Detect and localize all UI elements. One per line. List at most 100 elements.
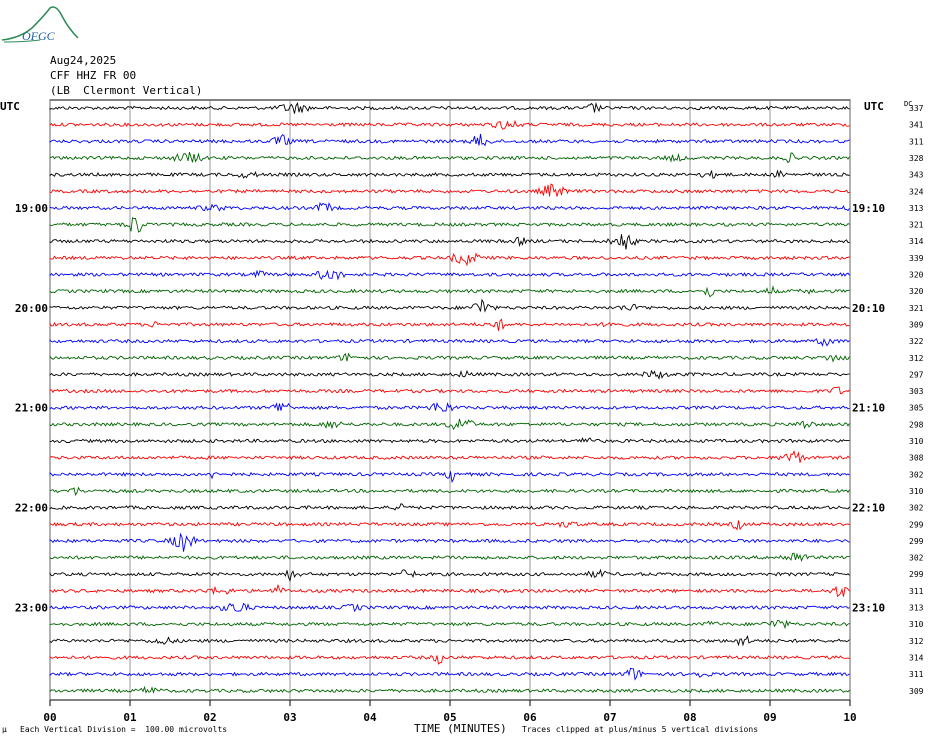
- seismic-trace: [49, 252, 850, 267]
- dc-offset-label: 297: [909, 370, 924, 379]
- seismic-trace: [49, 285, 850, 298]
- seismic-trace: [49, 449, 850, 463]
- dc-offset-label: 310: [909, 620, 924, 629]
- seismic-trace: [49, 234, 850, 250]
- seismic-trace: [49, 418, 850, 431]
- seismic-trace: [49, 352, 850, 363]
- dc-offset-label: 303: [909, 387, 924, 396]
- ofgc-logo: OFGC: [1, 6, 79, 43]
- dc-offset-label: 320: [909, 271, 924, 280]
- seismic-trace: [49, 532, 850, 552]
- seismic-trace: [49, 269, 850, 281]
- station-label: CFF HHZ FR 00: [50, 69, 137, 82]
- x-tick-label: 02: [203, 711, 216, 724]
- corner-mark: μ: [2, 725, 7, 734]
- dc-offset-label: 308: [909, 454, 924, 463]
- dc-offset-label: 302: [909, 504, 924, 513]
- x-tick-label: 10: [843, 711, 856, 724]
- left-time-label: 21:00: [15, 402, 48, 415]
- x-tick-label: 09: [763, 711, 776, 724]
- seismic-trace: [49, 685, 850, 694]
- logo-text: OFGC: [22, 29, 56, 43]
- seismic-trace: [49, 552, 850, 562]
- x-axis-title: TIME (MINUTES): [414, 722, 507, 735]
- dc-offset-label: 309: [909, 320, 924, 329]
- dc-offset-label: 312: [909, 354, 924, 363]
- dc-offset-label: 314: [909, 653, 924, 662]
- dc-offset-label: 337: [909, 104, 924, 113]
- seismic-trace: [49, 338, 850, 347]
- right-utc-label: UTC: [864, 100, 884, 113]
- seismic-trace: [49, 119, 850, 130]
- dc-offset-label: 299: [909, 570, 924, 579]
- dc-offset-label: 320: [909, 287, 924, 296]
- left-time-label: 20:00: [15, 302, 48, 315]
- dc-offset-label: 298: [909, 420, 924, 429]
- dc-header-label: DC: [904, 100, 912, 108]
- dc-offset-label: 339: [909, 254, 924, 263]
- dc-offset-label: 310: [909, 487, 924, 496]
- x-tick-label: 00: [43, 711, 56, 724]
- seismic-trace: [49, 401, 850, 412]
- seismic-trace: [49, 667, 850, 681]
- seismic-trace: [49, 151, 850, 164]
- dc-offset-label: 309: [909, 687, 924, 696]
- left-utc-label: UTC: [0, 100, 20, 113]
- seismic-trace: [49, 619, 850, 630]
- grid: [49, 99, 851, 706]
- seismic-trace: [49, 437, 850, 444]
- dc-offset-label: 321: [909, 304, 924, 313]
- dc-offset-label: 313: [909, 604, 924, 613]
- seismic-trace: [49, 169, 850, 179]
- x-tick-label: 05: [443, 711, 456, 724]
- left-time-label: 23:00: [15, 602, 48, 615]
- x-tick-label: 07: [603, 711, 616, 724]
- seismic-trace: [49, 503, 850, 511]
- dc-offset-label: 322: [909, 337, 924, 346]
- labels: 00 01 02 03 04 05 06 07 08 09 10 337 341 311 328 343 324…: [0, 100, 924, 724]
- right-time-label: 21:10: [852, 402, 885, 415]
- right-time-label: 20:10: [852, 302, 885, 315]
- seismic-trace: [49, 217, 850, 233]
- dc-offset-label: 343: [909, 171, 924, 180]
- right-time-label: 22:10: [852, 502, 885, 515]
- seismic-trace: [49, 568, 850, 583]
- dc-offset-label: 305: [909, 404, 924, 413]
- seismic-trace: [49, 318, 850, 331]
- dc-offset-label: 310: [909, 437, 924, 446]
- dc-offset-label: 328: [909, 154, 924, 163]
- left-time-label: 19:00: [15, 202, 48, 215]
- dc-offset-label: 341: [909, 121, 924, 130]
- dc-offset-label: 302: [909, 470, 924, 479]
- clip-note: Traces clipped at plus/minus 5 vertical …: [522, 725, 759, 734]
- seismic-trace: [49, 634, 850, 647]
- seismic-trace: [49, 183, 850, 197]
- dc-offset-label: 313: [909, 204, 924, 213]
- seismic-trace: [49, 471, 850, 484]
- dc-offset-label: 302: [909, 554, 924, 563]
- left-time-label: 22:00: [15, 502, 48, 515]
- date-label: Aug24,2025: [50, 54, 117, 67]
- right-time-label: 23:10: [852, 602, 885, 615]
- x-tick-label: 01: [123, 711, 137, 724]
- seismic-trace: [49, 520, 850, 531]
- traces: [49, 101, 850, 694]
- seismic-trace: [49, 298, 850, 313]
- seismic-trace: [49, 654, 850, 665]
- dc-offset-label: 299: [909, 520, 924, 529]
- x-tick-label: 03: [283, 711, 296, 724]
- dc-offset-label: 321: [909, 221, 924, 230]
- seismic-trace: [49, 386, 850, 395]
- seismic-trace: [49, 201, 850, 212]
- scale-note: Each Vertical Division = 100.00 microvol…: [20, 725, 228, 734]
- x-tick-label: 06: [523, 711, 537, 724]
- dc-offset-label: 299: [909, 537, 924, 546]
- dc-offset-label: 311: [909, 137, 924, 146]
- seismic-trace: [49, 101, 850, 114]
- seismic-trace: [49, 133, 850, 147]
- seismic-trace: [49, 369, 850, 380]
- seismic-trace: [49, 602, 850, 613]
- location-label: (LB Clermont Vertical): [50, 84, 203, 97]
- x-tick-label: 08: [683, 711, 696, 724]
